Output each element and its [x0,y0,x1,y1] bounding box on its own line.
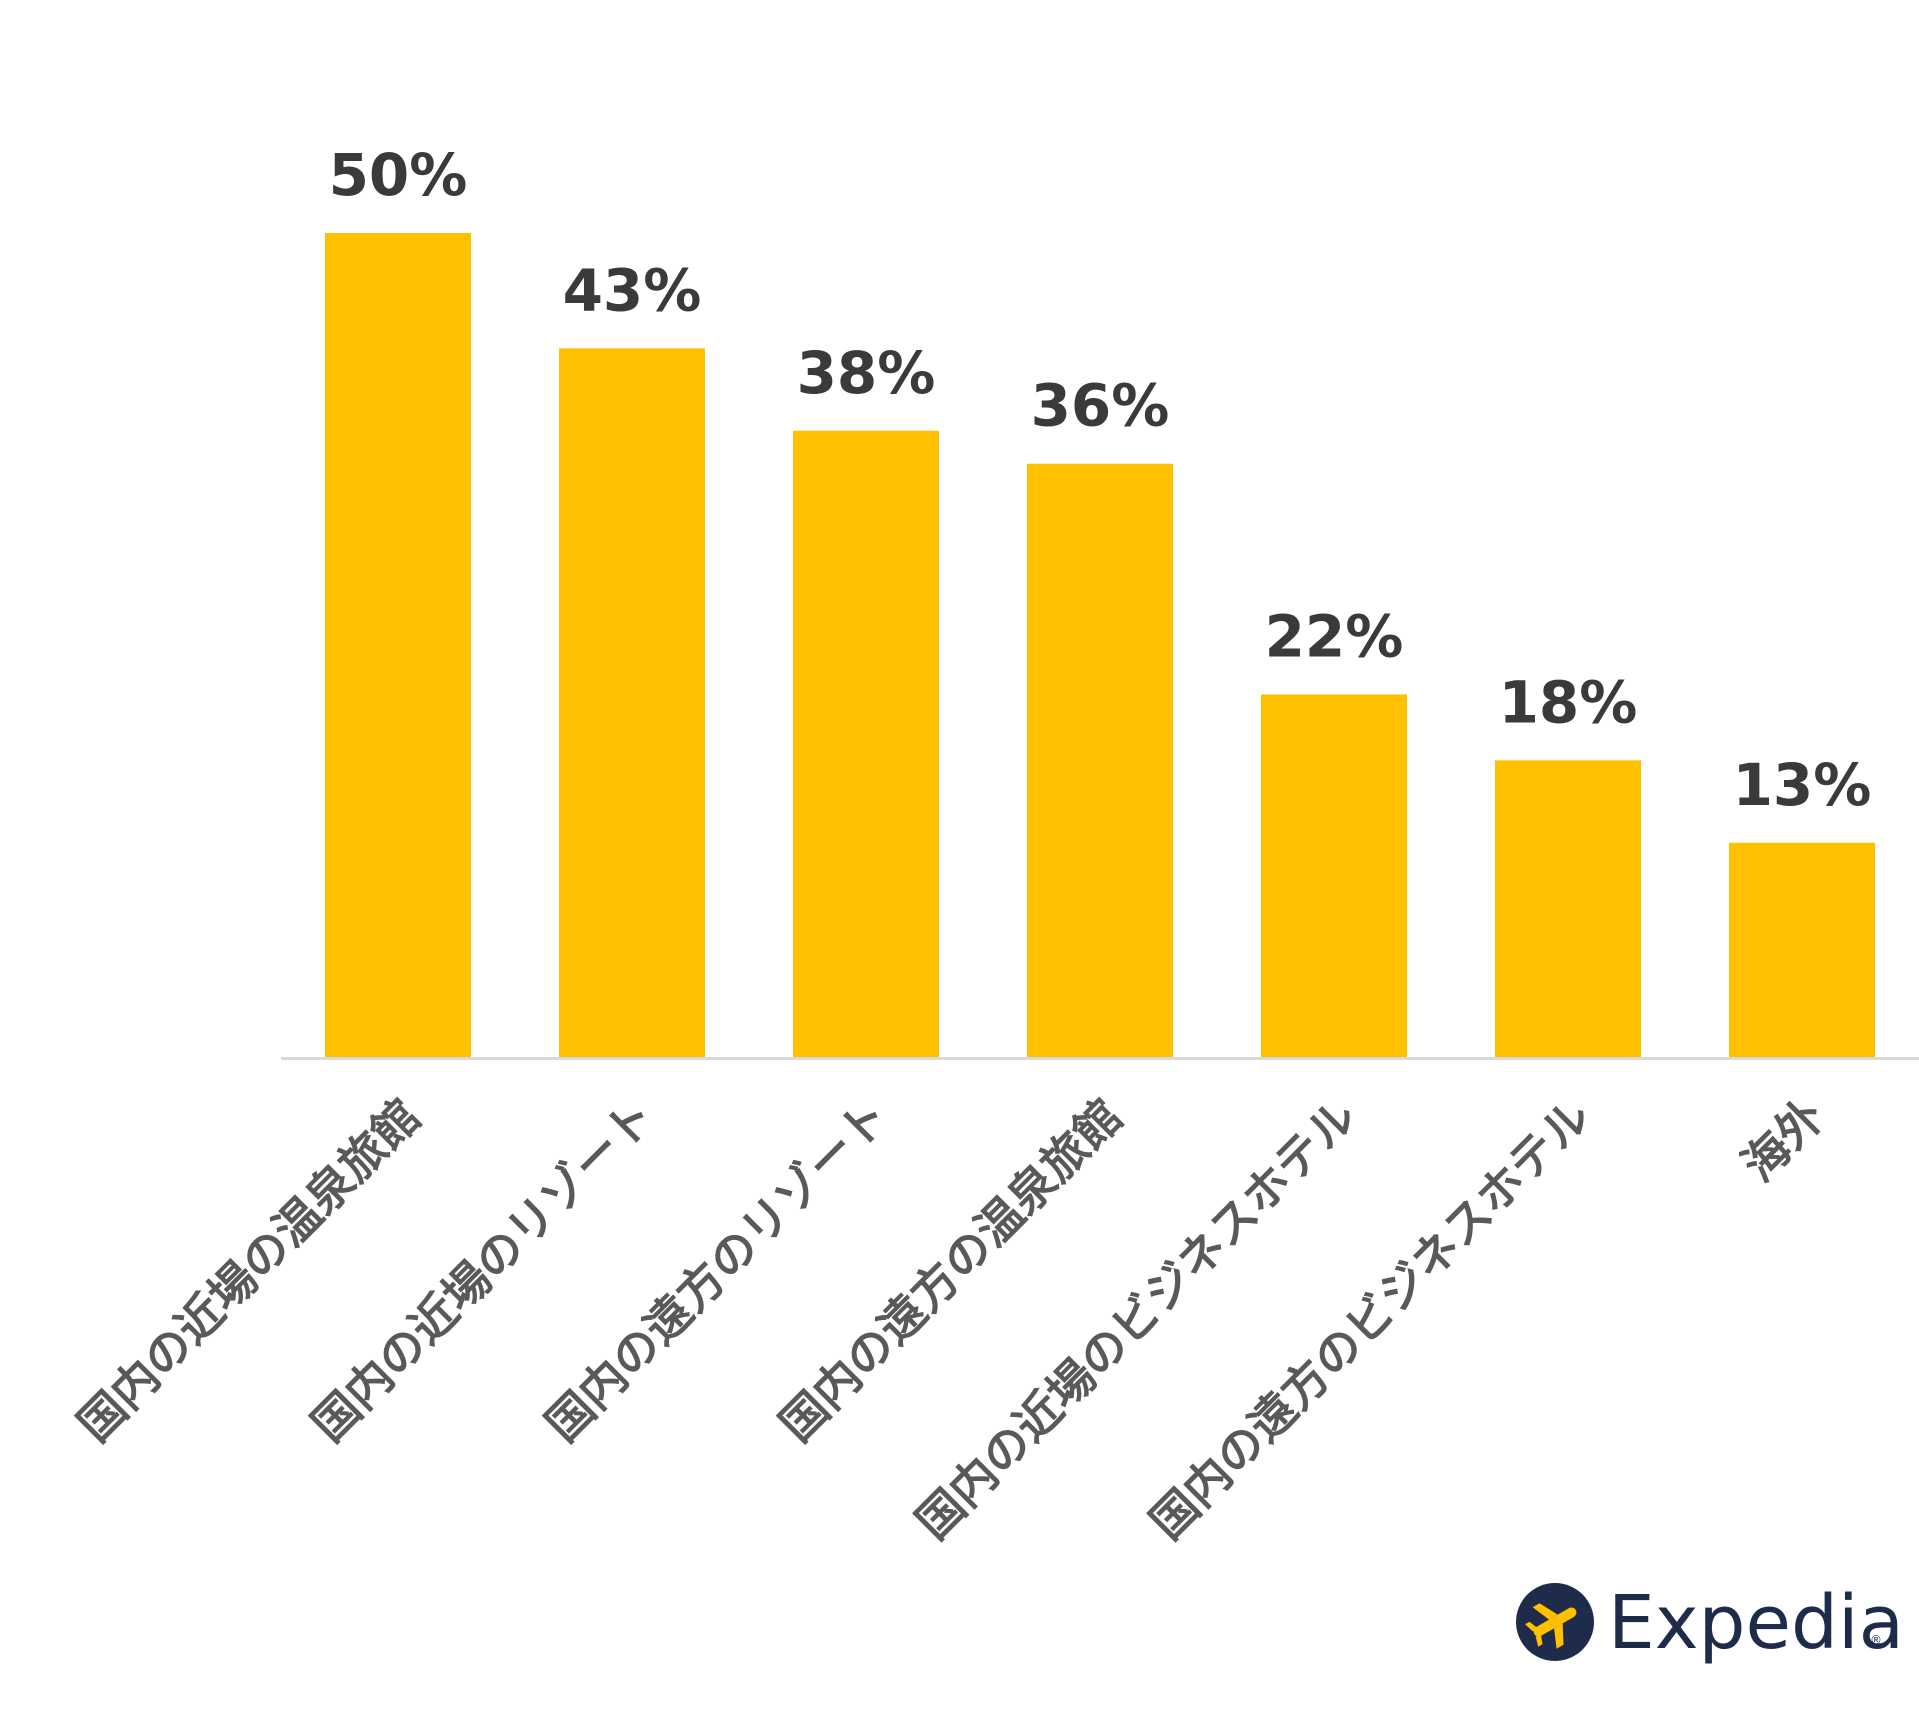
category-label-5: 国内の遠方のビジネスホテル [1140,1089,1601,1550]
value-label-3: 36% [1031,372,1170,440]
bar-6 [1729,842,1875,1057]
expedia-logo: Expedia ® [1516,1580,1904,1666]
value-label-0: 50% [329,141,468,209]
value-label-6: 13% [1733,751,1872,819]
bar-4 [1261,694,1407,1057]
bars-group [325,233,1875,1058]
bar-2 [793,430,939,1057]
brand-registered-mark: ® [1870,1633,1882,1647]
value-label-2: 38% [797,339,936,407]
airplane-icon [1516,1583,1594,1661]
value-label-1: 43% [563,256,702,324]
value-labels-group: 50% 43% 38% 36% 22% 18% 13% [329,141,1872,819]
value-label-4: 22% [1265,602,1404,670]
bar-3 [1027,463,1173,1058]
category-labels-group: 国内の近場の温泉旅館国内の近場のリゾート国内の遠方のリゾート国内の遠方の温泉旅館… [67,1089,1834,1550]
value-label-5: 18% [1499,668,1638,736]
brand-name: Expedia [1608,1580,1904,1666]
bar-0 [325,233,471,1057]
category-label-6: 海外 [1732,1089,1835,1192]
bar-5 [1495,760,1641,1057]
category-label-4: 国内の近場のビジネスホテル [906,1089,1367,1550]
bar-1 [559,348,705,1057]
